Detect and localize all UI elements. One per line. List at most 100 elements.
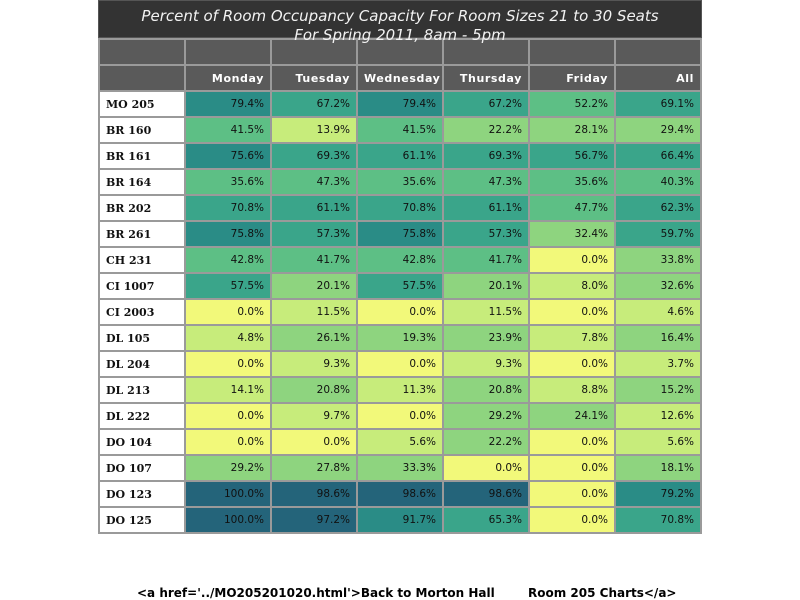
blank-cell: [442, 38, 530, 66]
heatmap-cell: 18.1%: [614, 454, 702, 482]
chart-title: Percent of Room Occupancy Capacity For R…: [141, 7, 659, 25]
heatmap-cell: 57.3%: [442, 220, 530, 248]
heatmap-cell: 79.4%: [184, 90, 272, 118]
heatmap-cell: 14.1%: [184, 376, 272, 404]
footer-back-link-text[interactable]: <a href='../MO205201020.html'>Back to Mo…: [137, 586, 495, 600]
table-row: DL 213 14.1% 20.8% 11.3% 20.8% 8.8% 15.2%: [98, 376, 702, 404]
row-label: CH 231: [98, 246, 186, 274]
heatmap-cell: 67.2%: [442, 90, 530, 118]
table-row: DL 105 4.8% 26.1% 19.3% 23.9% 7.8% 16.4%: [98, 324, 702, 352]
row-label: BR 261: [98, 220, 186, 248]
heatmap-cell: 61.1%: [270, 194, 358, 222]
row-label: DL 222: [98, 402, 186, 430]
column-header-monday: Monday: [184, 64, 272, 92]
heatmap-cell: 98.6%: [442, 480, 530, 508]
heatmap-cell: 0.0%: [528, 246, 616, 274]
heatmap-cell: 100.0%: [184, 506, 272, 534]
heatmap-cell: 5.6%: [356, 428, 444, 456]
heatmap-table-chart: Percent of Room Occupancy Capacity For R…: [98, 0, 702, 534]
heatmap-cell: 41.5%: [356, 116, 444, 144]
row-label: DL 105: [98, 324, 186, 352]
heatmap-cell: 67.2%: [270, 90, 358, 118]
heatmap-cell: 35.6%: [528, 168, 616, 196]
column-header-friday: Friday: [528, 64, 616, 92]
heatmap-cell: 41.5%: [184, 116, 272, 144]
heatmap-cell: 28.1%: [528, 116, 616, 144]
heatmap-cell: 40.3%: [614, 168, 702, 196]
heatmap-cell: 35.6%: [184, 168, 272, 196]
table-row: CI 1007 57.5% 20.1% 57.5% 20.1% 8.0% 32.6%: [98, 272, 702, 300]
row-label: BR 160: [98, 116, 186, 144]
heatmap-cell: 0.0%: [356, 350, 444, 378]
heatmap-cell: 61.1%: [442, 194, 530, 222]
table-row: DL 222 0.0% 9.7% 0.0% 29.2% 24.1% 12.6%: [98, 402, 702, 430]
heatmap-cell: 69.3%: [442, 142, 530, 170]
heatmap-cell: 0.0%: [184, 402, 272, 430]
heatmap-cell: 23.9%: [442, 324, 530, 352]
heatmap-cell: 29.4%: [614, 116, 702, 144]
heatmap-cell: 16.4%: [614, 324, 702, 352]
heatmap-cell: 41.7%: [270, 246, 358, 274]
heatmap-cell: 100.0%: [184, 480, 272, 508]
heatmap-cell: 0.0%: [184, 428, 272, 456]
heatmap-cell: 29.2%: [184, 454, 272, 482]
heatmap-cell: 15.2%: [614, 376, 702, 404]
heatmap-cell: 98.6%: [356, 480, 444, 508]
heatmap-cell: 33.8%: [614, 246, 702, 274]
heatmap-cell: 32.4%: [528, 220, 616, 248]
blank-cell: [270, 38, 358, 66]
table-row: BR 202 70.8% 61.1% 70.8% 61.1% 47.7% 62.3%: [98, 194, 702, 222]
row-label: MO 205: [98, 90, 186, 118]
heatmap-cell: 22.2%: [442, 428, 530, 456]
heatmap-cell: 33.3%: [356, 454, 444, 482]
heatmap-cell: 47.3%: [270, 168, 358, 196]
heatmap-cell: 35.6%: [356, 168, 444, 196]
blank-cell: [184, 38, 272, 66]
row-label: DO 107: [98, 454, 186, 482]
heatmap-cell: 79.2%: [614, 480, 702, 508]
row-label: DL 213: [98, 376, 186, 404]
table-row: BR 161 75.6% 69.3% 61.1% 69.3% 56.7% 66.4%: [98, 142, 702, 170]
heatmap-cell: 13.9%: [270, 116, 358, 144]
heatmap-cell: 27.8%: [270, 454, 358, 482]
table-row: CI 2003 0.0% 11.5% 0.0% 11.5% 0.0% 4.6%: [98, 298, 702, 326]
heatmap-cell: 52.2%: [528, 90, 616, 118]
heatmap-cell: 97.2%: [270, 506, 358, 534]
heatmap-cell: 70.8%: [614, 506, 702, 534]
row-label: CI 2003: [98, 298, 186, 326]
heatmap-cell: 0.0%: [528, 428, 616, 456]
table-row: DO 125 100.0% 97.2% 91.7% 65.3% 0.0% 70.8%: [98, 506, 702, 534]
heatmap-cell: 0.0%: [270, 428, 358, 456]
heatmap-cell: 66.4%: [614, 142, 702, 170]
heatmap-cell: 70.8%: [184, 194, 272, 222]
heatmap-cell: 41.7%: [442, 246, 530, 274]
occupancy-table: Monday Tuesday Wednesday Thursday Friday All …: [98, 38, 702, 534]
row-label: BR 202: [98, 194, 186, 222]
blank-cell: [98, 38, 186, 66]
heatmap-cell: 4.8%: [184, 324, 272, 352]
heatmap-cell: 3.7%: [614, 350, 702, 378]
column-header-all: All: [614, 64, 702, 92]
heatmap-cell: 47.7%: [528, 194, 616, 222]
row-label: DO 125: [98, 506, 186, 534]
heatmap-cell: 75.8%: [184, 220, 272, 248]
heatmap-cell: 47.3%: [442, 168, 530, 196]
heatmap-cell: 4.6%: [614, 298, 702, 326]
heatmap-cell: 91.7%: [356, 506, 444, 534]
chart-subtitle: For Spring 2011, 8am - 5pm: [294, 26, 506, 44]
column-header-row: Monday Tuesday Wednesday Thursday Friday All: [98, 64, 702, 92]
heatmap-cell: 11.5%: [270, 298, 358, 326]
table-row: DO 104 0.0% 0.0% 5.6% 22.2% 0.0% 5.6%: [98, 428, 702, 456]
heatmap-cell: 69.3%: [270, 142, 358, 170]
blank-cell: [528, 38, 616, 66]
row-label: DO 123: [98, 480, 186, 508]
chart-title-box: Percent of Room Occupancy Capacity For R…: [98, 0, 702, 44]
table-row: CH 231 42.8% 41.7% 42.8% 41.7% 0.0% 33.8%: [98, 246, 702, 274]
heatmap-cell: 0.0%: [184, 350, 272, 378]
heatmap-cell: 57.5%: [356, 272, 444, 300]
row-label: CI 1007: [98, 272, 186, 300]
heatmap-cell: 20.1%: [442, 272, 530, 300]
heatmap-cell: 26.1%: [270, 324, 358, 352]
heatmap-cell: 56.7%: [528, 142, 616, 170]
table-row: BR 261 75.8% 57.3% 75.8% 57.3% 32.4% 59.7%: [98, 220, 702, 248]
